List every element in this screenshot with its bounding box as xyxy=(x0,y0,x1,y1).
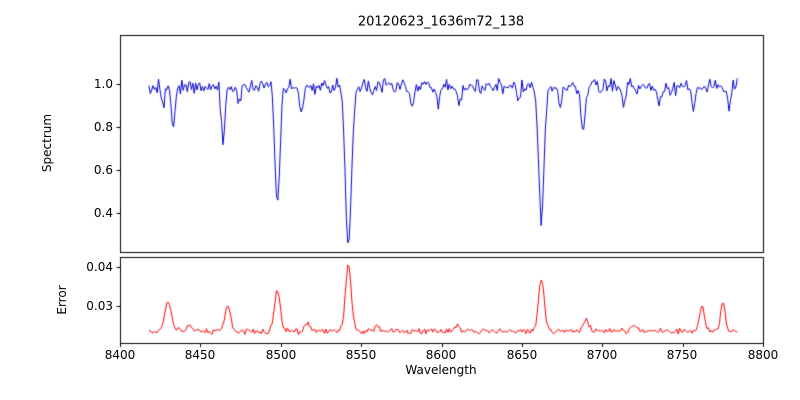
x-axis-label: Wavelength xyxy=(405,363,477,377)
y-tick-label: 0.8 xyxy=(93,120,113,134)
x-tick-label: 8650 xyxy=(506,348,538,362)
x-tick-label: 8550 xyxy=(345,348,377,362)
x-tick-label: 8700 xyxy=(586,348,618,362)
chart-title: 20120623_1636m72_138 xyxy=(357,14,525,30)
y-tick-label: 1.0 xyxy=(93,77,113,91)
y-axis-label-spectrum: Spectrum xyxy=(40,113,54,173)
y-tick-label: 0.6 xyxy=(93,163,113,177)
x-tick-label: 8600 xyxy=(425,348,457,362)
y-tick-label: 0.4 xyxy=(93,206,113,220)
y-tick-label: 0.03 xyxy=(86,299,113,313)
x-tick-label: 8800 xyxy=(747,348,779,362)
x-tick-label: 8400 xyxy=(104,348,136,362)
x-tick-label: 8500 xyxy=(265,348,297,362)
y-axis-label-error: Error xyxy=(55,285,69,315)
x-tick-label: 8750 xyxy=(666,348,698,362)
x-tick-label: 8450 xyxy=(184,348,216,362)
y-tick-label: 0.04 xyxy=(86,260,113,274)
